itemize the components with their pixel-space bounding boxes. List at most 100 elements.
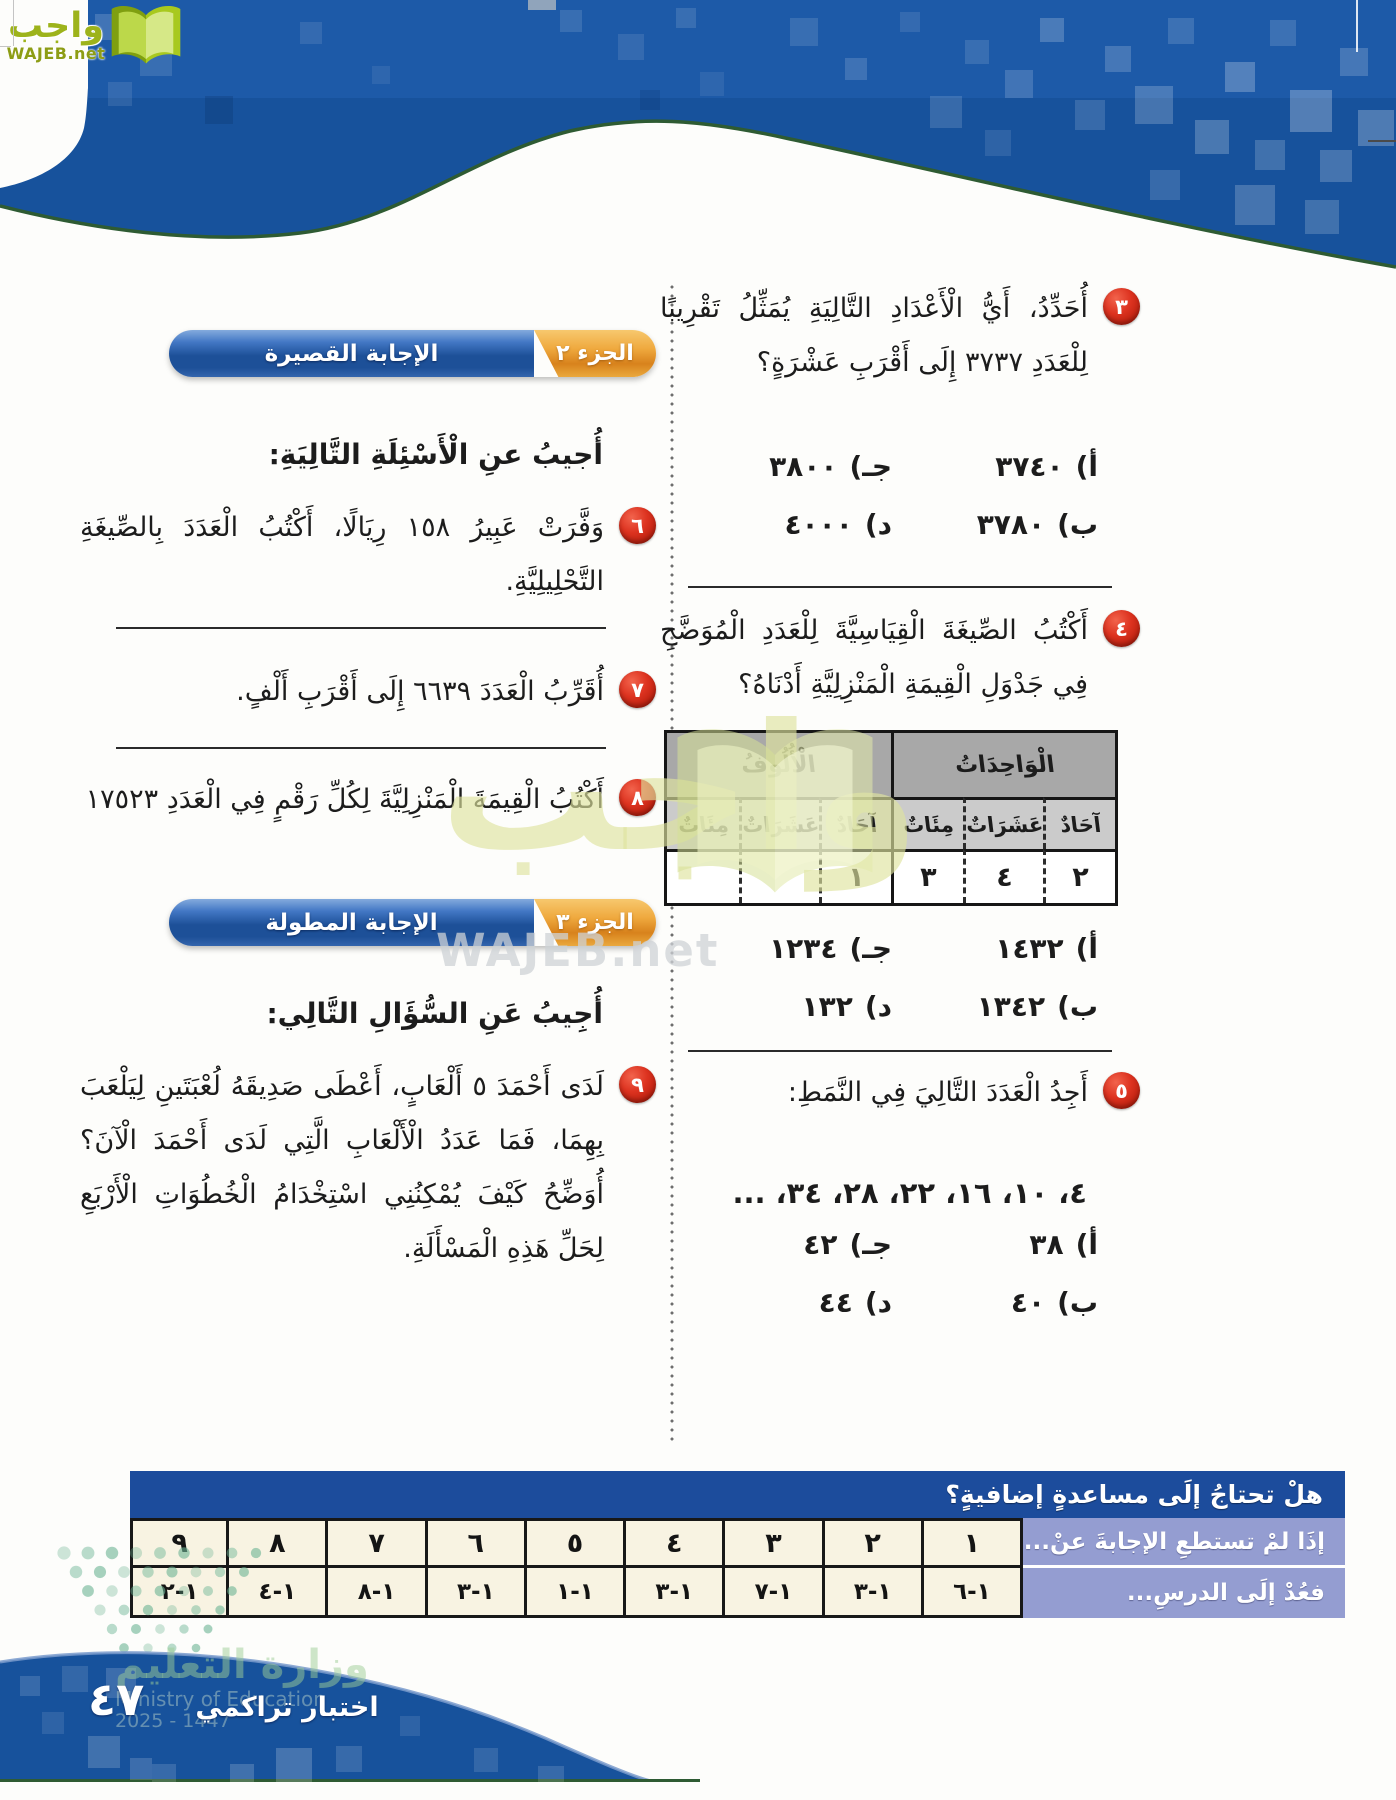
help-questions-label: إذَا لمْ تستطعِ الإجابةَ عنْ... xyxy=(1023,1518,1345,1568)
option-key: د) xyxy=(864,990,892,1023)
part-2-banner: الجزء ٢ الإجابة القصيرة xyxy=(169,330,656,377)
question-6-text: وَفَّرَتْ عَبِيرُ ١٥٨ رِيَالًا، أَكْتُبُ… xyxy=(80,512,604,597)
question-separator xyxy=(688,586,1112,588)
help-question-cell: ٧ xyxy=(328,1518,428,1568)
help-lessons-label: فعُدْ إلَى الدرسِ... xyxy=(1023,1568,1345,1618)
thousands-tens-header: عَشَرَاتٌ xyxy=(738,797,820,849)
question-8-text: أَكْتُبُ الْقِيمَةَ الْمَنْزِلِيَّةَ لِك… xyxy=(85,784,604,815)
help-question-cell: ٨ xyxy=(229,1518,329,1568)
option-value: ٣٨٠٠ xyxy=(769,450,838,483)
units-ones-value: ٢ xyxy=(1043,849,1115,903)
question-8: ٨ أَكْتُبُ الْقِيمَةَ الْمَنْزِلِيَّةَ ل… xyxy=(80,773,656,827)
question-separator xyxy=(116,627,606,629)
option-value: ١٣٤٢ xyxy=(976,990,1046,1023)
place-value-value-row: ٢ ٤ ٣ ١ xyxy=(666,849,1115,903)
option-key: ب) xyxy=(1057,1286,1098,1319)
option-key: د) xyxy=(864,508,892,541)
help-question-cell: ٢ xyxy=(824,1518,924,1568)
help-lesson-cell: ١-٨ xyxy=(328,1568,428,1618)
group-units-header: الْوَاحِدَاتُ xyxy=(890,733,1115,797)
question-3-text: أُحَدِّدُ، أَيُّ الْأَعْدَادِ التَّالِيَ… xyxy=(660,293,1088,378)
question-3: ٣ أُحَدِّدُ، أَيُّ الْأَعْدَادِ التَّالِ… xyxy=(660,282,1140,390)
part-2-title: الإجابة القصيرة xyxy=(169,330,534,377)
question-9: ٩ لَدَى أَحْمَدَ ٥ أَلْعَابٍ، أَعْطَى صَ… xyxy=(80,1060,656,1276)
option-key: ب) xyxy=(1057,990,1098,1023)
units-tens-header: عَشَرَاتٌ xyxy=(962,797,1044,849)
question-6-number-badge: ٦ xyxy=(619,507,656,544)
thousands-ones-value: ١ xyxy=(818,849,891,903)
help-lesson-cell: ١-٣ xyxy=(626,1568,726,1618)
question-4: ٤ أَكْتُبُ الصِّيغَةَ الْقِيَاسِيَّةَ لِ… xyxy=(660,604,1140,712)
units-hundreds-value: ٣ xyxy=(890,849,963,903)
question-4-options: أ) ١٤٣٢ جـ) ١٢٣٤ ب) ١٣٤٢ د) ١٣٢ xyxy=(686,932,1098,1042)
question-6: ٦ وَفَّرَتْ عَبِيرُ ١٥٨ رِيَالًا، أَكْتُ… xyxy=(80,501,656,609)
question-separator xyxy=(688,1050,1112,1052)
option-key: جـ) xyxy=(849,932,892,965)
option-value: ٤٠٠٠ xyxy=(784,508,853,541)
thousands-hundreds-value xyxy=(666,849,739,903)
help-table-section: هلْ تحتاجُ إلَى مساعدةٍ إضافيةٍ؟ إذَا لم… xyxy=(130,1471,1345,1618)
help-lessons-row: فعُدْ إلَى الدرسِ... ١-٦ ١-٣ ١-٧ ١-٣ ١-١… xyxy=(130,1568,1345,1618)
option-b: ب) ٣٧٨٠ xyxy=(892,508,1098,560)
place-value-group-row: الْوَاحِدَاتُ الْأُلُوفُ xyxy=(666,733,1115,797)
option-value: ١٤٣٢ xyxy=(995,932,1064,965)
question-3-options: أ) ٣٧٤٠ جـ) ٣٨٠٠ ب) ٣٧٨٠ د) ٤٠٠٠ xyxy=(686,450,1098,560)
question-5-sequence: ٤، ١٠، ١٦، ٢٢، ٢٨، ٣٤، ... xyxy=(732,1176,1087,1210)
help-lesson-cell: ١-٢ xyxy=(130,1568,230,1618)
group-thousands-header: الْأُلُوفُ xyxy=(666,733,891,797)
help-lesson-cell: ١-٤ xyxy=(229,1568,329,1618)
thousands-ones-header: آحَادٌ xyxy=(818,797,891,849)
option-b: ب) ٤٠ xyxy=(892,1286,1098,1338)
help-question-cell: ٣ xyxy=(725,1518,825,1568)
option-value: ٤٢ xyxy=(803,1228,838,1261)
question-3-number-badge: ٣ xyxy=(1103,288,1140,325)
option-key: د) xyxy=(864,1286,892,1319)
help-question-cell: ٤ xyxy=(626,1518,726,1568)
option-value: ٤٠ xyxy=(1010,1286,1046,1319)
units-tens-value: ٤ xyxy=(962,849,1043,903)
place-value-table: الْوَاحِدَاتُ الْأُلُوفُ آحَادٌ عَشَرَات… xyxy=(663,730,1118,906)
place-value-subheader-row: آحَادٌ عَشَرَاتٌ مِئَاتٌ آحَادٌ عَشَرَات… xyxy=(666,797,1115,849)
option-a: أ) ١٤٣٢ xyxy=(892,932,1098,984)
question-5-number-badge: ٥ xyxy=(1103,1072,1140,1109)
part-3-title: الإجابة المطولة xyxy=(169,899,534,946)
question-5-options: أ) ٣٨ جـ) ٤٢ ب) ٤٠ د) ٤٤ xyxy=(686,1228,1098,1338)
help-table: إذَا لمْ تستطعِ الإجابةَ عنْ... ١ ٢ ٣ ٤ … xyxy=(130,1518,1345,1618)
question-7-number-badge: ٧ xyxy=(619,671,656,708)
part-2-instruction: أُجيبُ عنِ الْأَسْئِلَةِ التَّالِيَةِ: xyxy=(268,438,603,471)
option-value: ٣٧٨٠ xyxy=(976,508,1046,541)
option-d: د) ١٣٢ xyxy=(686,990,892,1042)
help-table-title: هلْ تحتاجُ إلَى مساعدةٍ إضافيةٍ؟ xyxy=(130,1471,1345,1518)
option-key: ب) xyxy=(1057,508,1098,541)
open-book-icon xyxy=(111,6,181,64)
option-b: ب) ١٣٤٢ xyxy=(892,990,1098,1042)
option-key: أ) xyxy=(1075,1228,1098,1261)
question-5: ٥ أَجِدُ الْعَدَدَ التَّالِيَ فِي النَّم… xyxy=(660,1066,1140,1120)
option-value: ١٣٢ xyxy=(801,990,853,1023)
help-lesson-cell: ١-٣ xyxy=(427,1568,527,1618)
units-ones-header: آحَادٌ xyxy=(1043,797,1115,849)
question-4-text: أَكْتُبُ الصِّيغَةَ الْقِيَاسِيَّةَ لِلْ… xyxy=(660,615,1088,700)
part-2-tab: الجزء ٢ xyxy=(534,330,656,377)
wajeb-logo-arabic: واجب xyxy=(7,6,105,46)
question-7-text: أُقَرِّبُ الْعَدَدَ ٦٦٣٩ إِلَى أَقْرَبِ … xyxy=(236,676,604,707)
thousands-hundreds-header: مِئَاتٌ xyxy=(666,797,739,849)
option-key: جـ) xyxy=(849,1228,892,1261)
option-c: جـ) ٣٨٠٠ xyxy=(686,450,892,502)
units-hundreds-header: مِئَاتٌ xyxy=(890,797,963,849)
footer-section-label: اختبار تراكمي xyxy=(195,1692,379,1723)
option-value: ٤٤ xyxy=(818,1286,853,1319)
question-9-number-badge: ٩ xyxy=(619,1066,656,1103)
help-question-cell: ٩ xyxy=(130,1518,230,1568)
option-a: أ) ٣٨ xyxy=(892,1228,1098,1280)
part-3-banner: الجزء ٣ الإجابة المطولة xyxy=(169,899,656,946)
question-8-number-badge: ٨ xyxy=(619,779,656,816)
top-edge-mark xyxy=(528,0,556,10)
option-key: جـ) xyxy=(849,450,892,483)
help-questions-row: إذَا لمْ تستطعِ الإجابةَ عنْ... ١ ٢ ٣ ٤ … xyxy=(130,1518,1345,1568)
part-3-instruction: أُجِيبُ عَنِ السُّؤَالِ التَّالِي: xyxy=(266,997,603,1030)
help-lesson-cell: ١-٣ xyxy=(824,1568,924,1618)
option-key: أ) xyxy=(1075,450,1098,483)
question-separator xyxy=(116,747,606,749)
